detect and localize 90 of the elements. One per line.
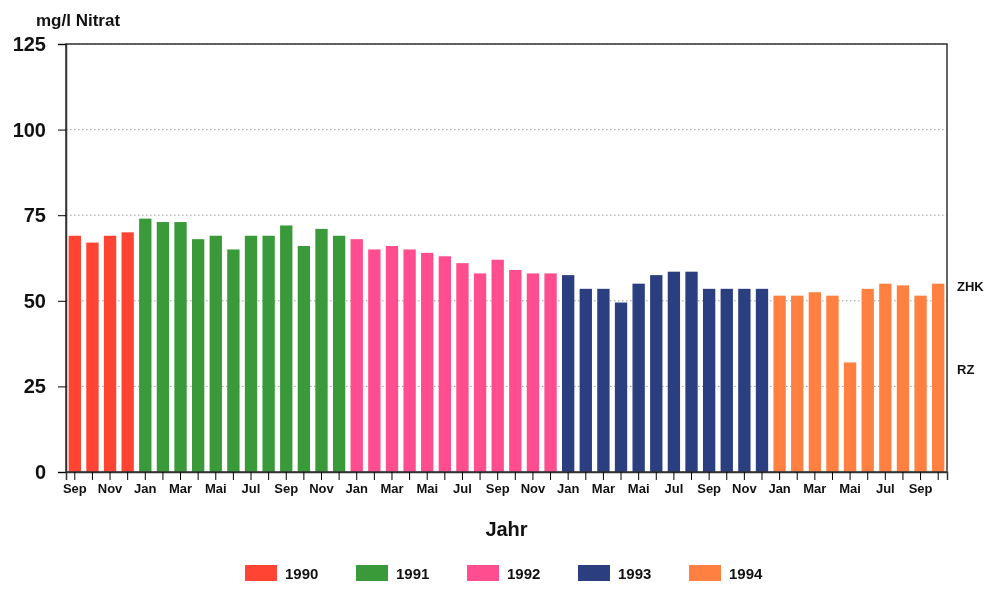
y-tick-label: 50 [23,289,46,312]
y-tick-label: 100 [12,118,46,141]
x-tick-label: Jul [241,481,261,497]
x-tick-label: Sep [62,481,87,497]
y-tick-label: 25 [23,375,46,398]
x-tick-label: Jan [556,481,580,497]
bar [421,252,434,472]
bar [879,283,892,472]
x-tick-label: Mar [168,481,193,497]
legend-label: 1990 [285,565,319,582]
x-tick-label: Mai [839,481,861,497]
x-tick-label: Sep [697,481,722,497]
x-tick-label: Mai [627,481,650,497]
y-axis-title: mg/l Nitrat [36,11,121,30]
y-tick-label: 0 [34,460,46,483]
x-tick-label: Jan [345,481,368,497]
x-tick-label: Mai [416,481,439,497]
bar [350,239,363,472]
x-tick-label: Jan [768,481,791,497]
x-tick-label: Nov [309,481,335,497]
bar [438,256,451,472]
bar [614,302,628,472]
y-tick-label: 75 [23,204,46,227]
bar [121,232,134,472]
bar [738,288,751,472]
bar [174,222,187,472]
bar [667,271,681,472]
bar [755,288,769,472]
bar [473,273,487,472]
bar [403,249,416,472]
bar [826,295,839,472]
x-tick-label: Sep [908,481,933,497]
bar [896,285,910,472]
x-tick-label: Jan [134,481,157,497]
x-tick-label: Mar [591,481,615,497]
legend-label: 1992 [507,565,541,582]
bar [932,283,945,472]
bar [791,295,804,472]
bar [280,225,293,472]
bar [509,269,522,472]
bar [843,362,857,472]
bar [456,263,469,472]
bar [262,235,275,472]
bar [702,288,716,472]
x-tick-label: Mar [803,481,827,497]
legend-label: 1991 [396,565,430,582]
text: RZ [957,361,975,377]
bar [685,271,698,472]
legend-label: 1993 [618,565,652,582]
x-tick-label: Mai [204,481,227,497]
x-tick-label: Sep [485,481,510,497]
bar [861,288,874,472]
bar [773,295,786,472]
x-tick-label: Jul [453,481,472,497]
text: ZHK [957,279,985,295]
bar [491,259,504,472]
bar [579,288,592,472]
bar [139,218,152,472]
x-tick-label: Nov [732,481,758,497]
bar [86,242,99,472]
x-tick-label: Nov [97,481,124,497]
bar [597,288,610,472]
x-tick-label: Jul [664,481,684,497]
y-tick-label: 125 [12,32,46,55]
bar [227,249,240,472]
bar [544,273,557,472]
x-axis-title: Jahr [485,518,528,540]
bar [650,275,663,472]
bar [526,273,540,472]
bar [156,222,170,472]
bar [562,275,575,472]
bar [297,246,311,472]
bar [315,228,328,472]
bar [68,235,81,472]
bar [103,235,117,472]
bar [332,235,346,472]
x-tick-label: Sep [274,481,299,497]
x-tick-label: Nov [520,481,546,497]
bar [244,235,258,472]
bar [720,288,733,472]
bar [191,239,205,472]
bar [385,246,399,472]
x-tick-label: Jul [875,481,895,497]
x-tick-label: Mar [380,481,404,497]
bar [808,292,822,472]
bar [632,283,645,472]
legend-label: 1994 [729,565,764,582]
bar [368,249,381,472]
bar [914,295,927,472]
bar [209,235,222,472]
